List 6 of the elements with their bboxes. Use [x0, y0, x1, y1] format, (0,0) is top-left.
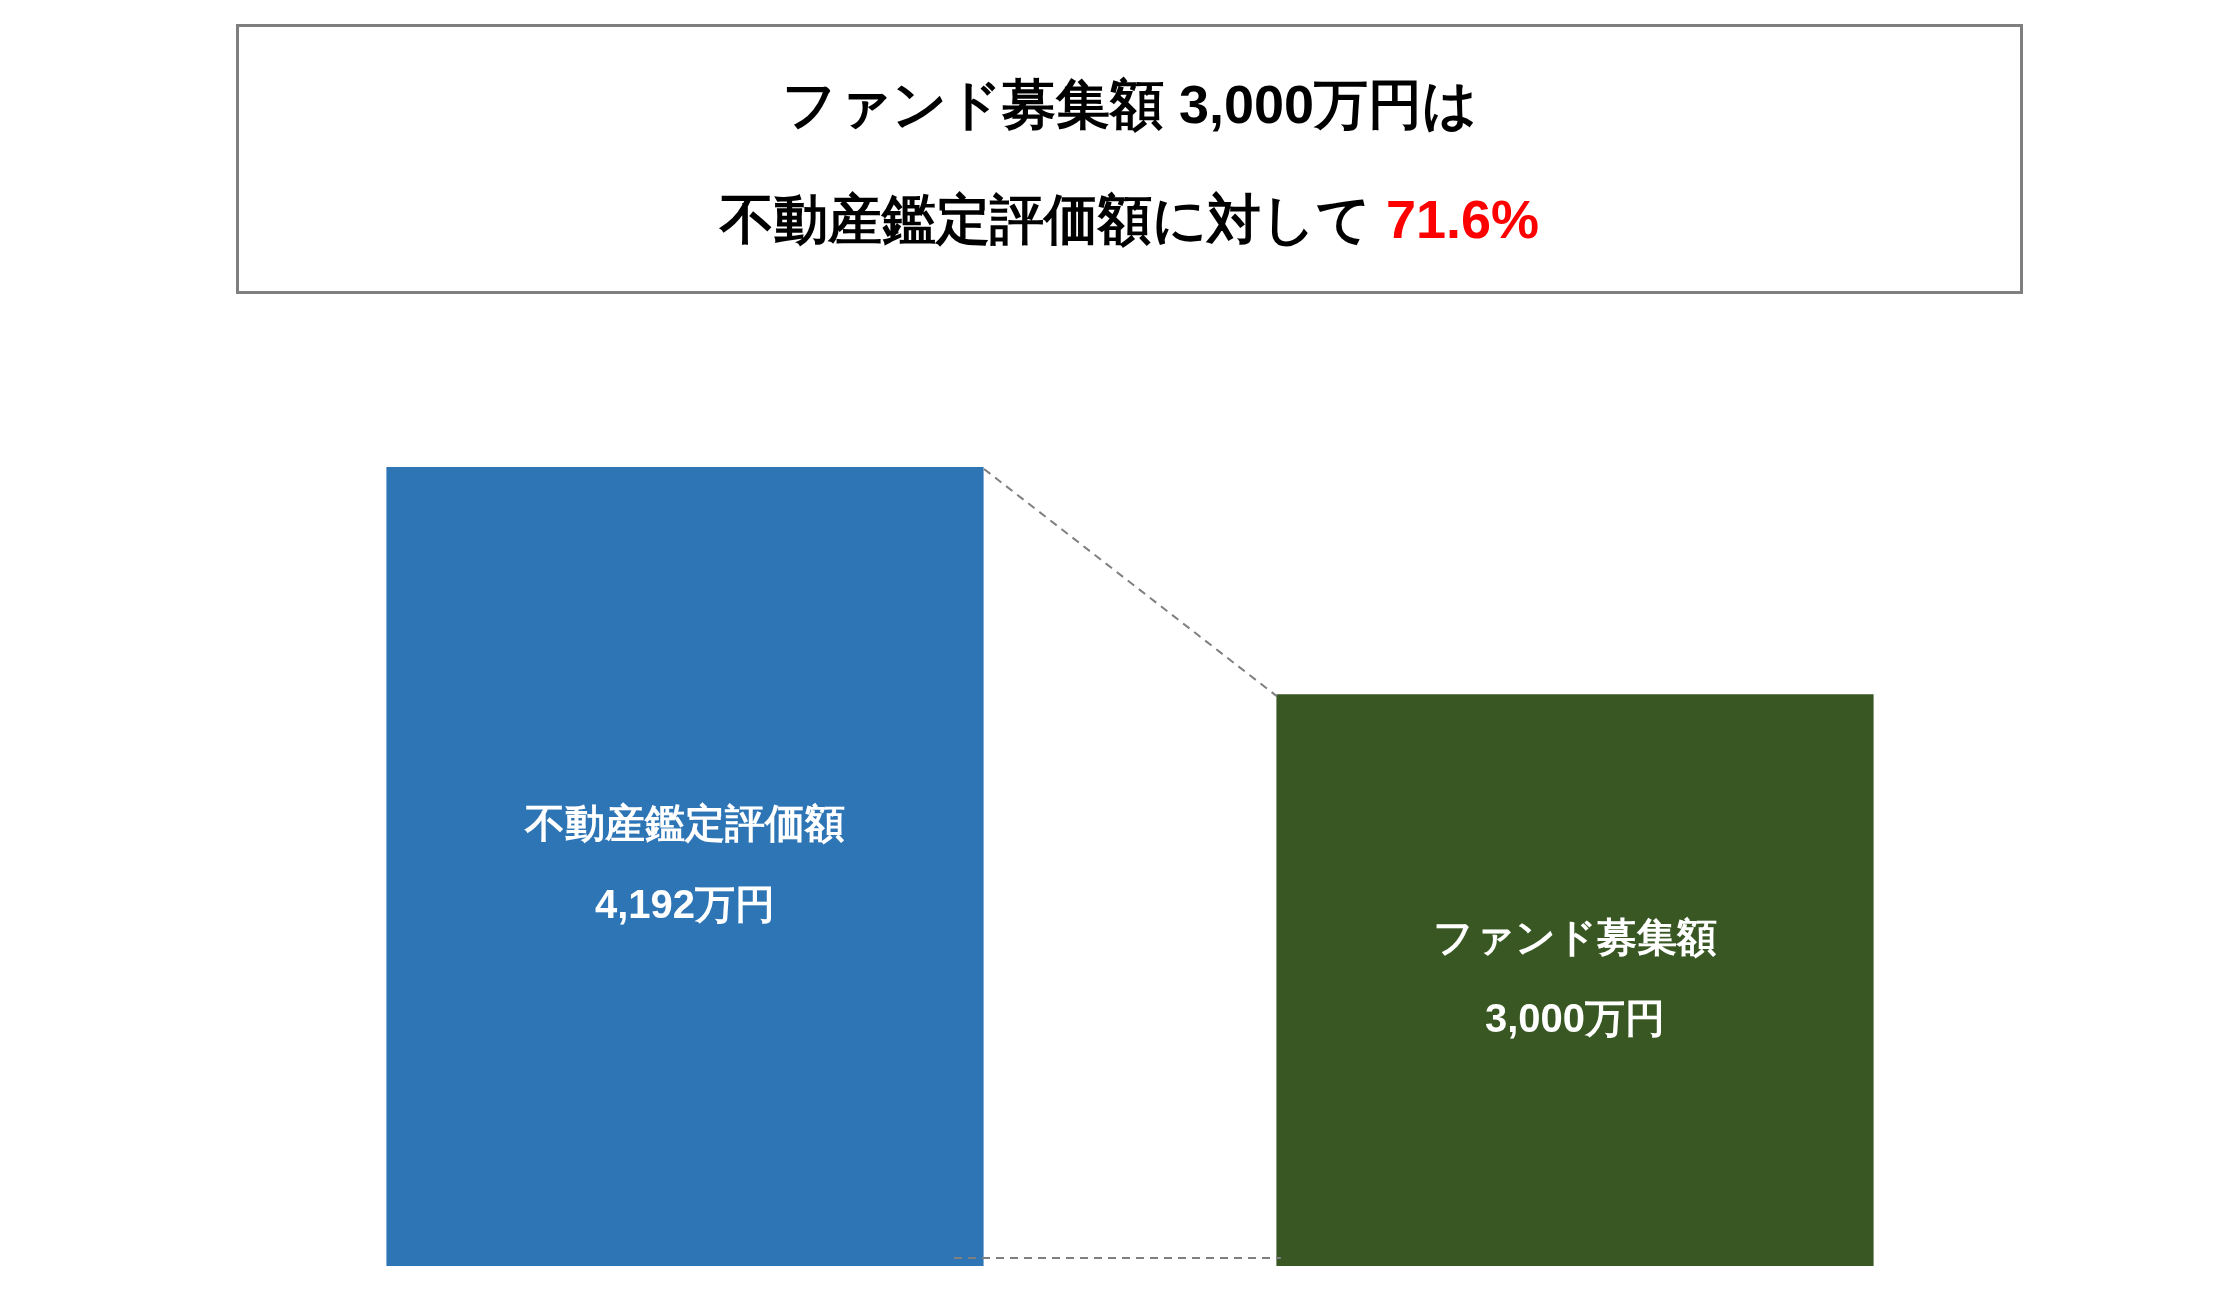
chart-subtitle: 不動産鑑定評価額に対して 71.6% [718, 188, 1541, 251]
x-tick-label: 不動産鑑定評価額 [524, 801, 845, 846]
chart-title: ファンド募集額 3,000万円は [780, 73, 1479, 136]
data-label: 3,000万円 [1484, 995, 1666, 1040]
data-label: 4,192万円 [594, 882, 776, 927]
x-tick-label: ファンド募集額 [1433, 914, 1717, 959]
